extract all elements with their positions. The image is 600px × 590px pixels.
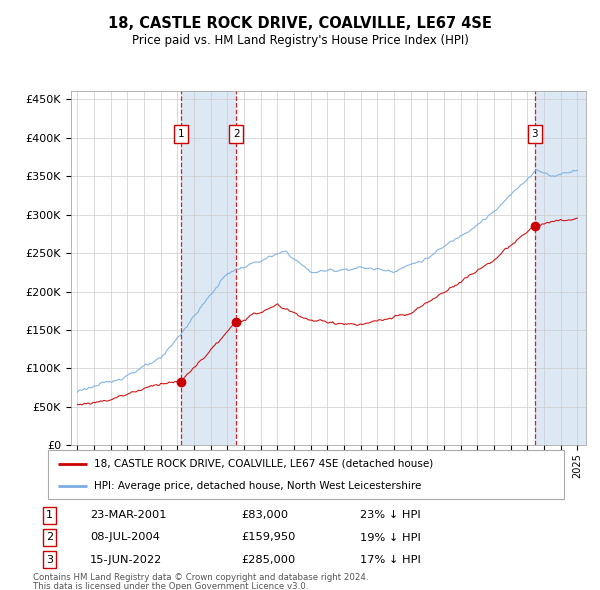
Text: 3: 3 (532, 129, 538, 139)
Text: 2: 2 (46, 533, 53, 542)
Text: Price paid vs. HM Land Registry's House Price Index (HPI): Price paid vs. HM Land Registry's House … (131, 34, 469, 47)
Text: 17% ↓ HPI: 17% ↓ HPI (360, 555, 421, 565)
Text: 23-MAR-2001: 23-MAR-2001 (90, 510, 167, 520)
Text: This data is licensed under the Open Government Licence v3.0.: This data is licensed under the Open Gov… (33, 582, 308, 590)
Bar (535, 91, 600, 445)
Text: 23% ↓ HPI: 23% ↓ HPI (360, 510, 421, 520)
Text: 1: 1 (178, 129, 184, 139)
Text: 3: 3 (46, 555, 53, 565)
FancyBboxPatch shape (48, 450, 564, 499)
Text: 19% ↓ HPI: 19% ↓ HPI (360, 533, 421, 542)
Text: 08-JUL-2004: 08-JUL-2004 (90, 533, 160, 542)
Text: £159,950: £159,950 (241, 533, 296, 542)
Text: £285,000: £285,000 (241, 555, 295, 565)
Bar (181, 91, 236, 445)
Text: 18, CASTLE ROCK DRIVE, COALVILLE, LE67 4SE: 18, CASTLE ROCK DRIVE, COALVILLE, LE67 4… (108, 16, 492, 31)
Text: 18, CASTLE ROCK DRIVE, COALVILLE, LE67 4SE (detached house): 18, CASTLE ROCK DRIVE, COALVILLE, LE67 4… (94, 458, 434, 468)
Text: HPI: Average price, detached house, North West Leicestershire: HPI: Average price, detached house, Nort… (94, 481, 422, 491)
Text: 1: 1 (46, 510, 53, 520)
Text: £83,000: £83,000 (241, 510, 289, 520)
Text: Contains HM Land Registry data © Crown copyright and database right 2024.: Contains HM Land Registry data © Crown c… (33, 573, 368, 582)
Text: 2: 2 (233, 129, 239, 139)
Text: 15-JUN-2022: 15-JUN-2022 (90, 555, 162, 565)
